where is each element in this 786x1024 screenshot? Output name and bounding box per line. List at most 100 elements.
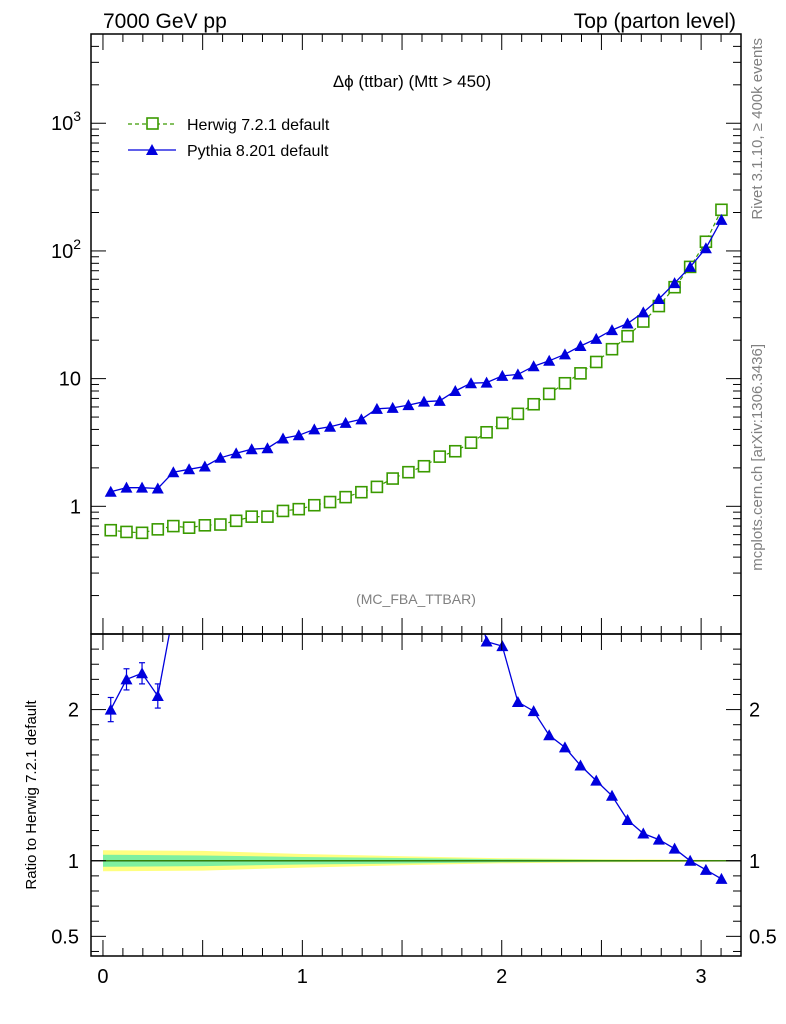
- pythia-point: [590, 332, 603, 344]
- ratio-frame: [90, 633, 742, 957]
- herwig-point: [448, 444, 462, 458]
- ratio-pythia-point: [699, 863, 712, 875]
- pythia-point: [245, 443, 258, 455]
- herwig-point: [480, 425, 493, 439]
- pythia-point: [277, 432, 290, 444]
- ratio-pythia-point: [715, 872, 728, 884]
- pythia-point: [120, 481, 133, 493]
- pythia-point: [151, 482, 164, 494]
- ratio-pythia-point: [574, 759, 587, 771]
- legend-herwig-label: Herwig 7.2.1 default: [187, 117, 330, 134]
- xtick-label: 3: [696, 966, 707, 988]
- herwig-point: [135, 526, 149, 540]
- pythia-point: [684, 260, 697, 272]
- main-ytick-label: 1: [70, 496, 81, 518]
- pythia-point: [324, 420, 337, 432]
- ratio-pythia-point: [151, 689, 164, 701]
- main-panel: 1 10 102 103 Δϕ (ttbar) (Mtt > 450) (MC_FBA…: [51, 33, 742, 635]
- herwig-point: [386, 472, 399, 485]
- pythia-point: [417, 395, 430, 407]
- ratio-ticks: 0.5 0.5 1 1 2 2 0 1 2 3: [51, 634, 777, 988]
- ratio-plot-marks: [91, 634, 741, 884]
- main-ticks: 1 10 102 103: [51, 33, 741, 635]
- ratio-pythia-line: [110, 634, 722, 880]
- main-ytick-label: 102: [51, 236, 81, 263]
- herwig-point: [151, 523, 165, 536]
- pythia-point: [198, 460, 211, 472]
- pythia-point: [480, 376, 493, 388]
- legend-pythia-label: Pythia 8.201 default: [187, 143, 329, 160]
- herwig-point: [308, 498, 321, 512]
- herwig-point: [261, 510, 274, 523]
- herwig-point: [355, 485, 368, 499]
- ratio-pythia-point: [652, 833, 665, 845]
- plot-title: Δϕ (ttbar) (Mtt > 450): [333, 72, 491, 91]
- ratio-ytick-label-right: 0.5: [749, 926, 777, 948]
- pythia-point: [136, 481, 149, 493]
- herwig-point: [621, 329, 634, 343]
- herwig-point: [370, 480, 384, 494]
- herwig-point: [417, 459, 431, 473]
- ratio-pythia-point: [496, 640, 509, 652]
- ratio-ytick-label: 1: [68, 851, 79, 873]
- pythia-point: [558, 348, 571, 360]
- ratio-pythia-point: [590, 774, 603, 786]
- pythia-point: [370, 402, 383, 414]
- pythia-point: [261, 442, 274, 454]
- pythia-point: [715, 213, 728, 225]
- ratio-pythia-point: [605, 789, 618, 801]
- legend-entry-herwig: Herwig 7.2.1 default: [128, 117, 330, 134]
- herwig-point: [402, 465, 415, 479]
- pythia-point: [183, 463, 196, 475]
- herwig-point: [120, 525, 133, 539]
- ratio-pythia-point: [543, 729, 556, 741]
- pythia-point: [167, 466, 180, 478]
- ratio-panel: 0.5 0.5 1 1 2 2 0 1 2 3 Ratio to Herwig 7.2.1 def…: [23, 633, 777, 988]
- ratio-pythia-point: [558, 741, 571, 753]
- pythia-point: [621, 317, 634, 329]
- legend: Herwig 7.2.1 default Pythia 8.201 defaul…: [128, 117, 330, 160]
- xtick-label: 1: [297, 966, 308, 988]
- herwig-point: [245, 510, 259, 523]
- header-right: Top (parton level): [574, 10, 736, 33]
- ratio-pythia-point: [511, 696, 524, 708]
- pythia-point: [511, 368, 524, 380]
- pythia-point: [605, 324, 618, 336]
- pythia-point: [652, 293, 665, 305]
- herwig-point: [496, 416, 509, 430]
- pythia-point: [543, 354, 556, 366]
- herwig-point: [637, 315, 650, 328]
- mcplots-label: mcplots.cern.ch [arXiv:1306.3436]: [749, 344, 766, 571]
- herwig-point: [589, 355, 603, 369]
- rivet-label: Rivet 3.1.10, ≥ 400k events: [749, 38, 766, 220]
- pythia-point: [104, 485, 117, 497]
- ratio-ytick-label: 2: [68, 700, 79, 722]
- pythia-point: [449, 384, 462, 396]
- herwig-point: [339, 490, 352, 504]
- pythia-point: [292, 429, 305, 441]
- ratio-pythia-point: [527, 705, 540, 717]
- pythia-point: [230, 447, 243, 459]
- pythia-point: [637, 306, 650, 318]
- pythia-line: [110, 219, 723, 493]
- ratio-pythia-point: [668, 842, 681, 854]
- main-ytick-label: 103: [51, 108, 81, 135]
- main-plot-marks: [104, 203, 728, 540]
- pythia-point: [386, 401, 399, 413]
- ratio-pythia-point: [136, 667, 149, 679]
- pythia-point: [402, 399, 415, 411]
- ratio-pythia-point: [120, 673, 133, 685]
- pythia-point: [527, 360, 540, 372]
- pythia-point: [339, 416, 352, 428]
- ratio-ytick-label-right: 1: [749, 851, 760, 873]
- legend-herwig-marker: [146, 117, 159, 130]
- xtick-label: 0: [97, 966, 108, 988]
- ratio-pythia-point: [104, 703, 117, 715]
- herwig-point: [574, 367, 587, 380]
- herwig-point: [229, 514, 243, 528]
- ratio-ytick-label-right: 2: [749, 700, 760, 722]
- herwig-point: [276, 504, 290, 518]
- main-ytick-label: 10: [59, 369, 81, 391]
- ratio-pythia-point: [637, 827, 650, 839]
